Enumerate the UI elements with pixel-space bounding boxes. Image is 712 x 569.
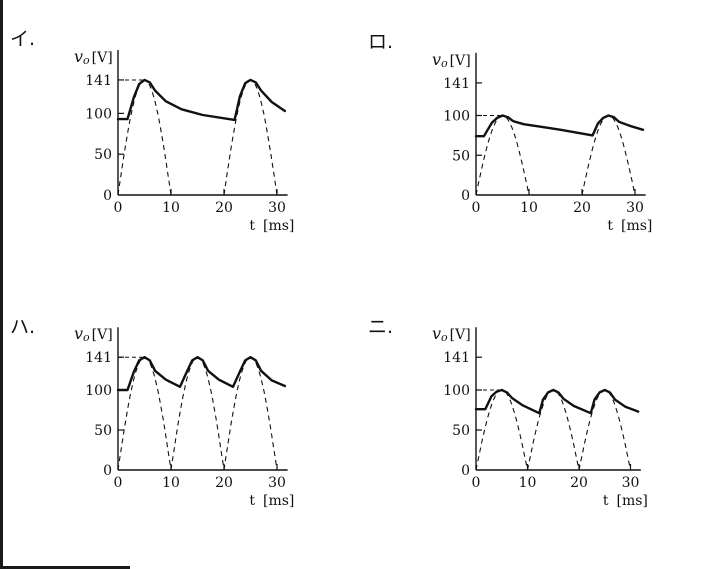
rectified-source-arc (170, 356, 225, 471)
x-tick-label: 30 (622, 475, 640, 491)
x-tick-label: 20 (215, 475, 233, 491)
y-axis-label-unit: [V] (450, 53, 471, 69)
x-axis-label-unit: [ms] (617, 493, 648, 509)
y-axis-label-sub: o (441, 57, 448, 70)
rectified-source-arc (581, 114, 636, 196)
x-axis-label-unit: [ms] (263, 493, 294, 509)
y-axis-label-sub: o (83, 331, 90, 344)
y-axis-label-unit: [V] (450, 327, 471, 343)
chart-1: イ. vo [V] 0 50 100 141 0 10 20 30 t [ms] (10, 28, 294, 234)
x-tick-label: 10 (520, 200, 538, 216)
output-voltage-line (116, 356, 287, 392)
x-tick-label: 30 (626, 200, 644, 216)
y-tick-label: 0 (103, 188, 112, 204)
output-voltage-line (474, 388, 640, 415)
rectified-source-arc (117, 356, 172, 471)
choice-label: ハ. (10, 316, 35, 338)
y-tick-label: 100 (85, 383, 112, 399)
y-tick-label: 0 (461, 188, 470, 204)
y-tick-label: 141 (85, 73, 112, 89)
x-tick-label: 0 (472, 200, 481, 216)
y-tick-label: 0 (461, 463, 470, 479)
choice-label: ニ. (368, 316, 393, 338)
y-tick-label: 141 (443, 350, 470, 366)
choice-label: ロ. (368, 31, 393, 53)
x-tick-label: 0 (114, 200, 123, 216)
x-axis-label-unit: [ms] (263, 218, 294, 234)
x-axis-label: t (249, 218, 255, 234)
y-axis-label: vo [V] (74, 47, 113, 67)
x-tick-label: 0 (114, 475, 123, 491)
x-tick-label: 30 (268, 475, 286, 491)
y-tick-label: 50 (94, 423, 112, 439)
y-tick-label: 50 (452, 148, 470, 164)
x-tick-label: 30 (268, 200, 286, 216)
output-voltage-line (116, 78, 287, 122)
rectified-source-arc (578, 389, 632, 471)
rectified-source-arc (475, 114, 530, 196)
x-axis-label: t (603, 493, 609, 509)
y-axis-label-var: v (432, 50, 441, 69)
y-axis-label: vo [V] (432, 50, 471, 70)
rectified-source-arc (223, 79, 278, 196)
y-tick-label: 50 (452, 423, 470, 439)
y-axis-label-var: v (74, 324, 83, 343)
left-border-rule (0, 0, 3, 569)
y-axis-label: vo [V] (432, 324, 471, 344)
output-voltage-line (474, 114, 645, 138)
y-tick-label: 141 (443, 76, 470, 92)
chart-3: ハ. vo [V] 0 50 100 141 0 10 20 30 t [ms] (10, 316, 294, 509)
rectified-source-arc (526, 389, 580, 471)
y-axis-label-var: v (432, 324, 441, 343)
choice-label: イ. (10, 28, 35, 50)
chart-4: ニ. vo [V] 0 50 100 141 0 10 20 30 t [ms] (368, 316, 648, 509)
x-tick-label: 10 (162, 200, 180, 216)
x-tick-label: 10 (162, 475, 180, 491)
y-tick-label: 50 (94, 147, 112, 163)
y-axis-label-var: v (74, 47, 83, 66)
x-tick-label: 0 (472, 475, 481, 491)
y-tick-label: 100 (443, 383, 470, 399)
x-axis-label: t (607, 218, 613, 234)
y-axis-label-unit: [V] (92, 50, 113, 66)
x-tick-label: 20 (570, 475, 588, 491)
y-tick-label: 100 (85, 106, 112, 122)
y-tick-label: 0 (103, 463, 112, 479)
x-axis-label: t (249, 493, 255, 509)
y-tick-label: 141 (85, 350, 112, 366)
chart-2: ロ. vo [V] 0 50 100 141 0 10 20 30 t [ms] (368, 31, 652, 234)
x-tick-label: 20 (573, 200, 591, 216)
bottom-border-rule (0, 566, 130, 569)
y-axis-label-unit: [V] (92, 327, 113, 343)
y-axis-label-sub: o (441, 331, 448, 344)
x-tick-label: 20 (215, 200, 233, 216)
y-axis-label-sub: o (83, 54, 90, 67)
x-tick-label: 10 (519, 475, 537, 491)
y-axis-label: vo [V] (74, 324, 113, 344)
x-axis-label-unit: [ms] (621, 218, 652, 234)
y-tick-label: 100 (443, 109, 470, 125)
rectified-source-arc (223, 356, 278, 471)
